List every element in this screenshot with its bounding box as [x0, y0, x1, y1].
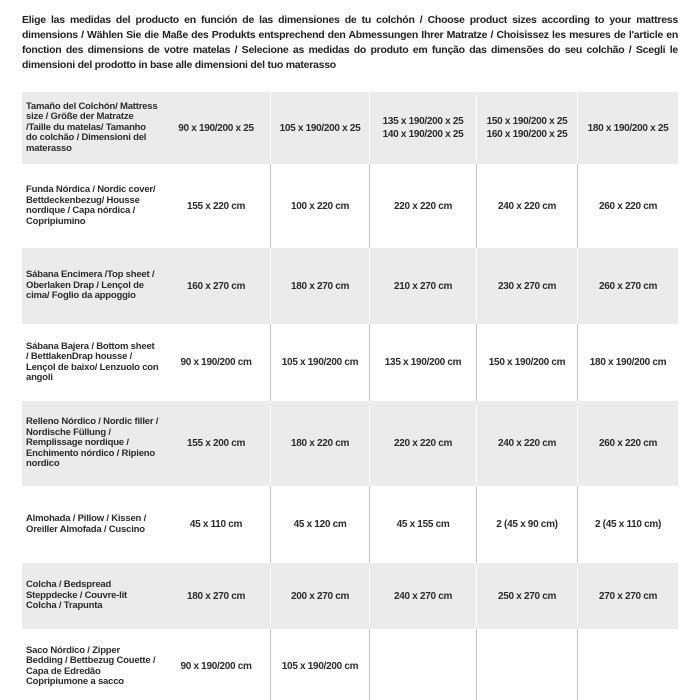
size-cell: 230 x 270 cm — [476, 248, 577, 324]
size-cell: 105 x 190/200 cm — [270, 629, 369, 700]
product-label: Relleno Nórdico / Nordic filler / Nordis… — [22, 401, 162, 486]
table-row: Saco Nórdico / Zipper Bedding / Bettbezu… — [22, 629, 678, 700]
size-value: 105 x 190/200 x 25 — [279, 122, 361, 134]
size-value: 180 x 190/200 cm — [589, 357, 667, 368]
size-value: 90 x 190/200 cm — [180, 357, 252, 368]
size-value: 2 (45 x 90 cm) — [496, 519, 558, 530]
size-value: 155 x 220 cm — [186, 200, 246, 212]
size-value: 180 x 190/200 x 25 — [587, 122, 669, 134]
product-label: Tamaño del Colchón/ Mattress size / Größ… — [22, 92, 162, 164]
table-row: Tamaño del Colchón/ Mattress size / Größ… — [22, 92, 678, 164]
table-row: Almohada / Pillow / Kissen / Oreiller Al… — [22, 486, 678, 563]
size-cell: 45 x 110 cm — [162, 486, 270, 563]
size-value: 210 x 270 cm — [393, 280, 453, 292]
size-cell: 180 x 190/200 x 25 — [577, 92, 678, 164]
table-row: Sábana Bajera / Bottom sheet / Bettlaken… — [22, 324, 678, 401]
size-value: 150 x 190/200 x 25 — [486, 116, 568, 127]
size-value: 260 x 220 cm — [598, 200, 658, 212]
size-value: 270 x 270 cm — [598, 590, 658, 602]
size-value: 180 x 270 cm — [186, 590, 246, 602]
size-value: 250 x 270 cm — [497, 590, 557, 602]
size-value: 260 x 270 cm — [598, 280, 658, 292]
size-value: 180 x 220 cm — [290, 438, 350, 449]
size-cell: 200 x 270 cm — [270, 563, 369, 629]
product-label: Sábana Encimera /Top sheet / Oberlaken D… — [22, 248, 162, 324]
size-value: 240 x 220 cm — [497, 438, 557, 449]
product-label: Funda Nórdica / Nordic cover/ Bettdecken… — [22, 164, 162, 248]
size-cell: 155 x 220 cm — [162, 164, 270, 248]
size-value: 90 x 190/200 cm — [180, 661, 252, 672]
size-value: 150 x 190/200 cm — [488, 357, 566, 368]
size-cell: 155 x 200 cm — [162, 401, 270, 486]
size-value: 105 x 190/200 cm — [281, 661, 359, 672]
size-cell: 220 x 220 cm — [369, 164, 476, 248]
size-cell: 90 x 190/200 x 25 — [162, 92, 270, 164]
table-row: Relleno Nórdico / Nordic filler / Nordis… — [22, 401, 678, 486]
size-cell: 240 x 270 cm — [369, 563, 476, 629]
product-label: Almohada / Pillow / Kissen / Oreiller Al… — [22, 486, 162, 563]
size-value: 45 x 120 cm — [293, 519, 347, 530]
size-cell: 90 x 190/200 cm — [162, 324, 270, 401]
size-value: 135 x 190/200 x 25 — [382, 116, 464, 127]
size-cell: 270 x 270 cm — [577, 563, 678, 629]
size-cell: 240 x 220 cm — [476, 164, 577, 248]
size-cell: 105 x 190/200 x 25 — [270, 92, 369, 164]
size-cell: 135 x 190/200 x 25 140 x 190/200 x 25 — [369, 92, 476, 164]
size-cell: 150 x 190/200 cm — [476, 324, 577, 401]
size-cell: 260 x 220 cm — [577, 401, 678, 486]
size-cell: 180 x 190/200 cm — [577, 324, 678, 401]
size-value: 105 x 190/200 cm — [281, 357, 359, 368]
size-value: 140 x 190/200 x 25 — [382, 129, 464, 140]
size-value: 220 x 220 cm — [393, 438, 453, 449]
size-value: 2 (45 x 110 cm) — [594, 519, 662, 530]
size-value: 200 x 270 cm — [290, 590, 350, 602]
size-cell: 250 x 270 cm — [476, 563, 577, 629]
size-cell — [476, 629, 577, 700]
size-value: 180 x 270 cm — [290, 280, 350, 292]
size-value: 220 x 220 cm — [393, 200, 453, 212]
size-cell: 220 x 220 cm — [369, 401, 476, 486]
size-table: Tamaño del Colchón/ Mattress size / Größ… — [22, 92, 678, 700]
size-value: 260 x 220 cm — [598, 438, 658, 449]
size-cell: 2 (45 x 90 cm) — [476, 486, 577, 563]
size-value: 155 x 200 cm — [186, 438, 246, 449]
size-value: 100 x 220 cm — [290, 200, 350, 212]
size-cell — [369, 629, 476, 700]
size-cell: 105 x 190/200 cm — [270, 324, 369, 401]
size-value: 45 x 110 cm — [189, 519, 243, 530]
size-cell: 240 x 220 cm — [476, 401, 577, 486]
intro-text: Elige las medidas del producto en funció… — [22, 14, 678, 71]
size-cell: 45 x 120 cm — [270, 486, 369, 563]
size-value: 230 x 270 cm — [497, 280, 557, 292]
size-cell: 180 x 270 cm — [270, 248, 369, 324]
table-row: Sábana Encimera /Top sheet / Oberlaken D… — [22, 248, 678, 324]
size-value: 90 x 190/200 x 25 — [178, 122, 254, 134]
size-cell: 160 x 270 cm — [162, 248, 270, 324]
size-cell: 90 x 190/200 cm — [162, 629, 270, 700]
size-cell: 135 x 190/200 cm — [369, 324, 476, 401]
size-cell: 150 x 190/200 x 25 160 x 190/200 x 25 — [476, 92, 577, 164]
size-cell: 2 (45 x 110 cm) — [577, 486, 678, 563]
size-cell: 180 x 270 cm — [162, 563, 270, 629]
size-cell: 210 x 270 cm — [369, 248, 476, 324]
size-value: 160 x 270 cm — [186, 280, 246, 292]
size-value: 240 x 220 cm — [497, 200, 557, 212]
size-value: 160 x 190/200 x 25 — [486, 129, 568, 140]
product-label: Sábana Bajera / Bottom sheet / Bettlaken… — [22, 324, 162, 401]
table-row: Funda Nórdica / Nordic cover/ Bettdecken… — [22, 164, 678, 248]
size-cell: 260 x 270 cm — [577, 248, 678, 324]
product-label: Saco Nórdico / Zipper Bedding / Bettbezu… — [22, 629, 162, 700]
table-row: Colcha / Bedspread Steppdecke / Couvre-l… — [22, 563, 678, 629]
size-value: 45 x 155 cm — [396, 519, 450, 530]
size-cell: 100 x 220 cm — [270, 164, 369, 248]
size-value: 240 x 270 cm — [393, 590, 453, 602]
size-cell: 180 x 220 cm — [270, 401, 369, 486]
size-cell — [577, 629, 678, 700]
size-value: 135 x 190/200 cm — [384, 357, 462, 368]
size-cell: 45 x 155 cm — [369, 486, 476, 563]
size-cell: 260 x 220 cm — [577, 164, 678, 248]
product-label: Colcha / Bedspread Steppdecke / Couvre-l… — [22, 563, 162, 629]
